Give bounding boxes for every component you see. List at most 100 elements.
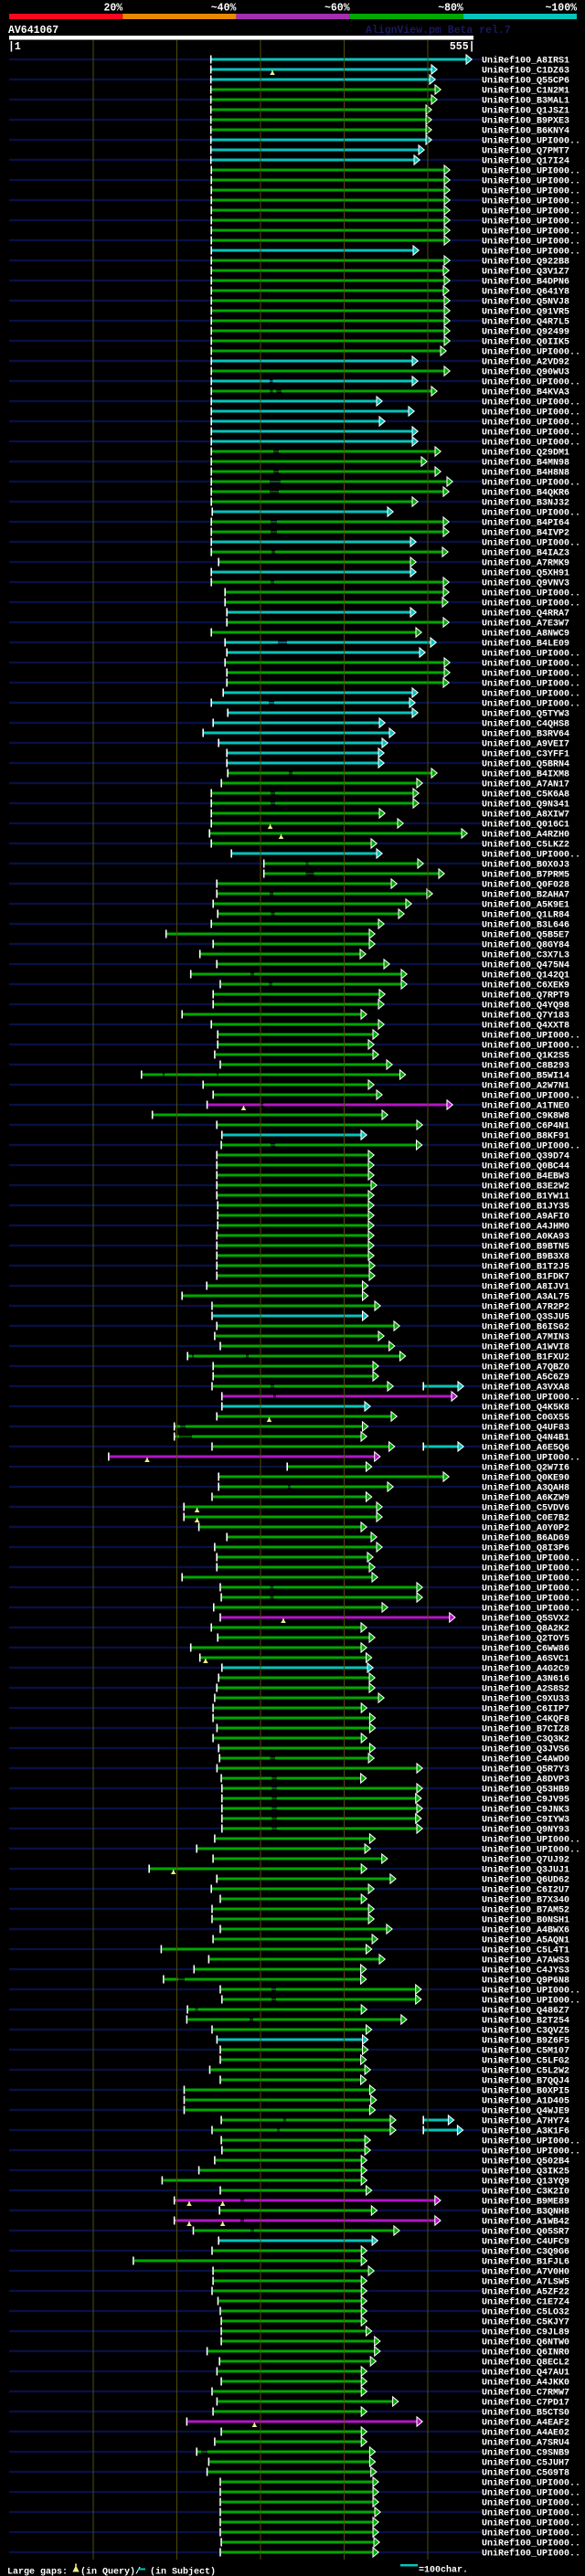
svg-text:(in Subject): (in Subject) <box>150 2567 216 2576</box>
svg-text:UniRef100_B6AD69: UniRef100_B6AD69 <box>482 1533 569 1544</box>
svg-text:UniRef100_C3YFF1: UniRef100_C3YFF1 <box>482 749 569 760</box>
svg-text:UniRef100_B4PI64: UniRef100_B4PI64 <box>482 518 569 529</box>
svg-text:UniRef100_Q13YQ9: UniRef100_Q13YQ9 <box>482 2177 569 2188</box>
svg-text:UniRef100_A6SVC1: UniRef100_A6SVC1 <box>482 1654 569 1665</box>
svg-text:UniRef100_UPI000..: UniRef100_UPI000.. <box>482 1393 580 1404</box>
svg-text:UniRef100_Q3SJU5: UniRef100_Q3SJU5 <box>482 1312 569 1323</box>
svg-text:UniRef100_Q142Q1: UniRef100_Q142Q1 <box>482 970 569 981</box>
svg-text:UniRef100_B4H8N8: UniRef100_B4H8N8 <box>482 468 569 479</box>
svg-text:UniRef100_A5C6Z9: UniRef100_A5C6Z9 <box>482 1373 569 1383</box>
svg-text:UniRef100_C3Q3K2: UniRef100_C3Q3K2 <box>482 1734 569 1745</box>
svg-text:UniRef100_C4QHS8: UniRef100_C4QHS8 <box>482 719 569 730</box>
svg-text:UniRef100_C5VDV6: UniRef100_C5VDV6 <box>482 1503 569 1514</box>
svg-text:UniRef100_UPI000..: UniRef100_UPI000.. <box>482 508 580 519</box>
svg-text:UniRef100_B3QNH8: UniRef100_B3QNH8 <box>482 2207 569 2218</box>
svg-text:UniRef100_A7E3W7: UniRef100_A7E3W7 <box>482 619 569 630</box>
svg-text:UniRef100_Q0IIK5: UniRef100_Q0IIK5 <box>482 337 569 348</box>
svg-text:UniRef100_C3Q9G6: UniRef100_C3Q9G6 <box>482 2247 569 2258</box>
svg-text:UniRef100_Q016C1: UniRef100_Q016C1 <box>482 820 569 831</box>
svg-text:UniRef100_UPI000..: UniRef100_UPI000.. <box>482 588 580 599</box>
svg-text:UniRef100_Q8A2K2: UniRef100_Q8A2K2 <box>482 1624 569 1635</box>
svg-text:UniRef100_UPI000..: UniRef100_UPI000.. <box>482 136 580 147</box>
svg-text:UniRef100_A1D405: UniRef100_A1D405 <box>482 2096 569 2107</box>
svg-text:UniRef100_UPI000..: UniRef100_UPI000.. <box>482 1091 580 1102</box>
svg-text:UniRef100_Q5NVJ8: UniRef100_Q5NVJ8 <box>482 297 569 308</box>
svg-text:UniRef100_Q0BC44: UniRef100_Q0BC44 <box>482 1161 569 1172</box>
svg-text:UniRef100_UPI000..: UniRef100_UPI000.. <box>482 1453 580 1464</box>
svg-text:UniRef100_C4UFC9: UniRef100_C4UFC9 <box>482 2237 569 2248</box>
svg-text:UniRef100_UPI000..: UniRef100_UPI000.. <box>482 347 580 358</box>
svg-text:UniRef100_B1FDK7: UniRef100_B1FDK7 <box>482 1272 569 1283</box>
svg-text:UniRef100_Q5B5E7: UniRef100_Q5B5E7 <box>482 930 569 941</box>
svg-text:UniRef100_C1N2M1: UniRef100_C1N2M1 <box>482 86 569 97</box>
svg-text:UniRef100_C5L2W2: UniRef100_C5L2W2 <box>482 2066 569 2077</box>
svg-text:UniRef100_C5LKZ2: UniRef100_C5LKZ2 <box>482 840 569 851</box>
svg-text:UniRef100_B6IS62: UniRef100_B6IS62 <box>482 1322 569 1333</box>
svg-text:UniRef100_Q4YQ98: UniRef100_Q4YQ98 <box>482 1001 569 1012</box>
svg-text:UniRef100_C9K8W8: UniRef100_C9K8W8 <box>482 1111 569 1122</box>
svg-text:UniRef100_B8KF91: UniRef100_B8KF91 <box>482 1131 569 1142</box>
svg-text:UniRef100_Q3IK25: UniRef100_Q3IK25 <box>482 2167 569 2178</box>
svg-text:UniRef100_Q5XH91: UniRef100_Q5XH91 <box>482 568 569 579</box>
svg-text:UniRef100_Q53HB9: UniRef100_Q53HB9 <box>482 1785 569 1796</box>
svg-text:UniRef100_B4IXM8: UniRef100_B4IXM8 <box>482 769 569 780</box>
svg-text:UniRef100_Q1JSZ1: UniRef100_Q1JSZ1 <box>482 106 569 117</box>
svg-text:Large gaps:: Large gaps: <box>7 2568 68 2576</box>
svg-text:UniRef100_C5KJY7: UniRef100_C5KJY7 <box>482 2317 569 2328</box>
svg-text:UniRef100_B4MN98: UniRef100_B4MN98 <box>482 458 569 469</box>
svg-text:UniRef100_UPI000..: UniRef100_UPI000.. <box>482 2528 580 2539</box>
svg-text:UniRef100_B1FJL6: UniRef100_B1FJL6 <box>482 2257 569 2268</box>
svg-text:UniRef100_UPI000..: UniRef100_UPI000.. <box>482 217 580 228</box>
svg-text:UniRef100_UPI000..: UniRef100_UPI000.. <box>482 186 580 197</box>
svg-text:UniRef100_Q641Y8: UniRef100_Q641Y8 <box>482 287 569 298</box>
svg-text:UniRef100_UPI000..: UniRef100_UPI000.. <box>482 2508 580 2519</box>
svg-text:AlignView.pm Beta rel.7: AlignView.pm Beta rel.7 <box>366 25 511 37</box>
svg-text:UniRef100_C5JUH7: UniRef100_C5JUH7 <box>482 2458 569 2469</box>
svg-text:UniRef100_UPI000..: UniRef100_UPI000.. <box>482 669 580 680</box>
svg-text:UniRef100_UPI000..: UniRef100_UPI000.. <box>482 2518 580 2529</box>
svg-text:UniRef100_C1E7Z4: UniRef100_C1E7Z4 <box>482 2297 569 2308</box>
svg-text:UniRef100_UPI000..: UniRef100_UPI000.. <box>482 1845 580 1856</box>
svg-text:UniRef100_Q6UD62: UniRef100_Q6UD62 <box>482 1875 569 1886</box>
svg-text:UniRef100_Q3JVS6: UniRef100_Q3JVS6 <box>482 1744 569 1755</box>
svg-text:UniRef100_C0E7B2: UniRef100_C0E7B2 <box>482 1513 569 1524</box>
svg-text:UniRef100_Q486Z7: UniRef100_Q486Z7 <box>482 2006 569 2017</box>
svg-text:UniRef100_C1DZ63: UniRef100_C1DZ63 <box>482 66 569 77</box>
svg-text:UniRef100_UPI000..: UniRef100_UPI000.. <box>482 659 580 670</box>
svg-text:UniRef100_B4QKR6: UniRef100_B4QKR6 <box>482 488 569 499</box>
svg-text:UniRef100_C6IIP7: UniRef100_C6IIP7 <box>482 1704 569 1715</box>
svg-text:UniRef100_Q90WU3: UniRef100_Q90WU3 <box>482 367 569 378</box>
svg-text:UniRef100_Q6NTW0: UniRef100_Q6NTW0 <box>482 2337 569 2348</box>
svg-text:UniRef100_C8B293: UniRef100_C8B293 <box>482 1061 569 1072</box>
svg-text:UniRef100_C4KQF8: UniRef100_C4KQF8 <box>482 1714 569 1725</box>
svg-text:UniRef100_B4EBW3: UniRef100_B4EBW3 <box>482 1171 569 1182</box>
svg-text:UniRef100_UPI000..: UniRef100_UPI000.. <box>482 1594 580 1605</box>
svg-text:UniRef100_UPI000..: UniRef100_UPI000.. <box>482 1041 580 1052</box>
svg-text:UniRef100_B1YW11: UniRef100_B1YW11 <box>482 1192 569 1203</box>
svg-text:UniRef100_UPI000..: UniRef100_UPI000.. <box>482 2136 580 2147</box>
svg-text:20%: 20% <box>103 3 122 15</box>
svg-text:UniRef100_UPI000..: UniRef100_UPI000.. <box>482 850 580 861</box>
svg-text:UniRef100_Q3V1Z7: UniRef100_Q3V1Z7 <box>482 267 569 278</box>
svg-text:UniRef100_Q2W7I6: UniRef100_Q2W7I6 <box>482 1463 569 1474</box>
svg-text:UniRef100_C3K2I0: UniRef100_C3K2I0 <box>482 2187 569 2198</box>
svg-text:~80%: ~80% <box>438 3 463 15</box>
svg-text:UniRef100_B3MAL1: UniRef100_B3MAL1 <box>482 96 569 107</box>
svg-text:UniRef100_A5K9E1: UniRef100_A5K9E1 <box>482 900 569 911</box>
svg-text:UniRef100_Q29DM1: UniRef100_Q29DM1 <box>482 448 569 459</box>
svg-text:UniRef100_B2AHA7: UniRef100_B2AHA7 <box>482 890 569 901</box>
svg-text:UniRef100_Q475N4: UniRef100_Q475N4 <box>482 960 569 971</box>
svg-text:UniRef100_B4IAZ3: UniRef100_B4IAZ3 <box>482 548 569 559</box>
svg-text:UniRef100_B5WI14: UniRef100_B5WI14 <box>482 1071 569 1082</box>
svg-text:UniRef100_Q5TYW3: UniRef100_Q5TYW3 <box>482 709 569 720</box>
svg-text:UniRef100_A1TNE0: UniRef100_A1TNE0 <box>482 1101 569 1112</box>
svg-text:UniRef100_UPI000..: UniRef100_UPI000.. <box>482 2488 580 2499</box>
svg-text:UniRef100_A7QBZ0: UniRef100_A7QBZ0 <box>482 1362 569 1373</box>
svg-text:UniRef100_A4JKK0: UniRef100_A4JKK0 <box>482 2378 569 2389</box>
svg-text:UniRef100_A7V0H0: UniRef100_A7V0H0 <box>482 2267 569 2278</box>
svg-text:UniRef100_Q9N341: UniRef100_Q9N341 <box>482 800 569 811</box>
svg-text:UniRef100_A2S8S2: UniRef100_A2S8S2 <box>482 1684 569 1695</box>
svg-text:UniRef100_Q4K5K8: UniRef100_Q4K5K8 <box>482 1403 569 1414</box>
svg-text:UniRef100_A8IRS1: UniRef100_A8IRS1 <box>482 56 569 67</box>
svg-text:UniRef100_UPI000..: UniRef100_UPI000.. <box>482 2478 580 2489</box>
